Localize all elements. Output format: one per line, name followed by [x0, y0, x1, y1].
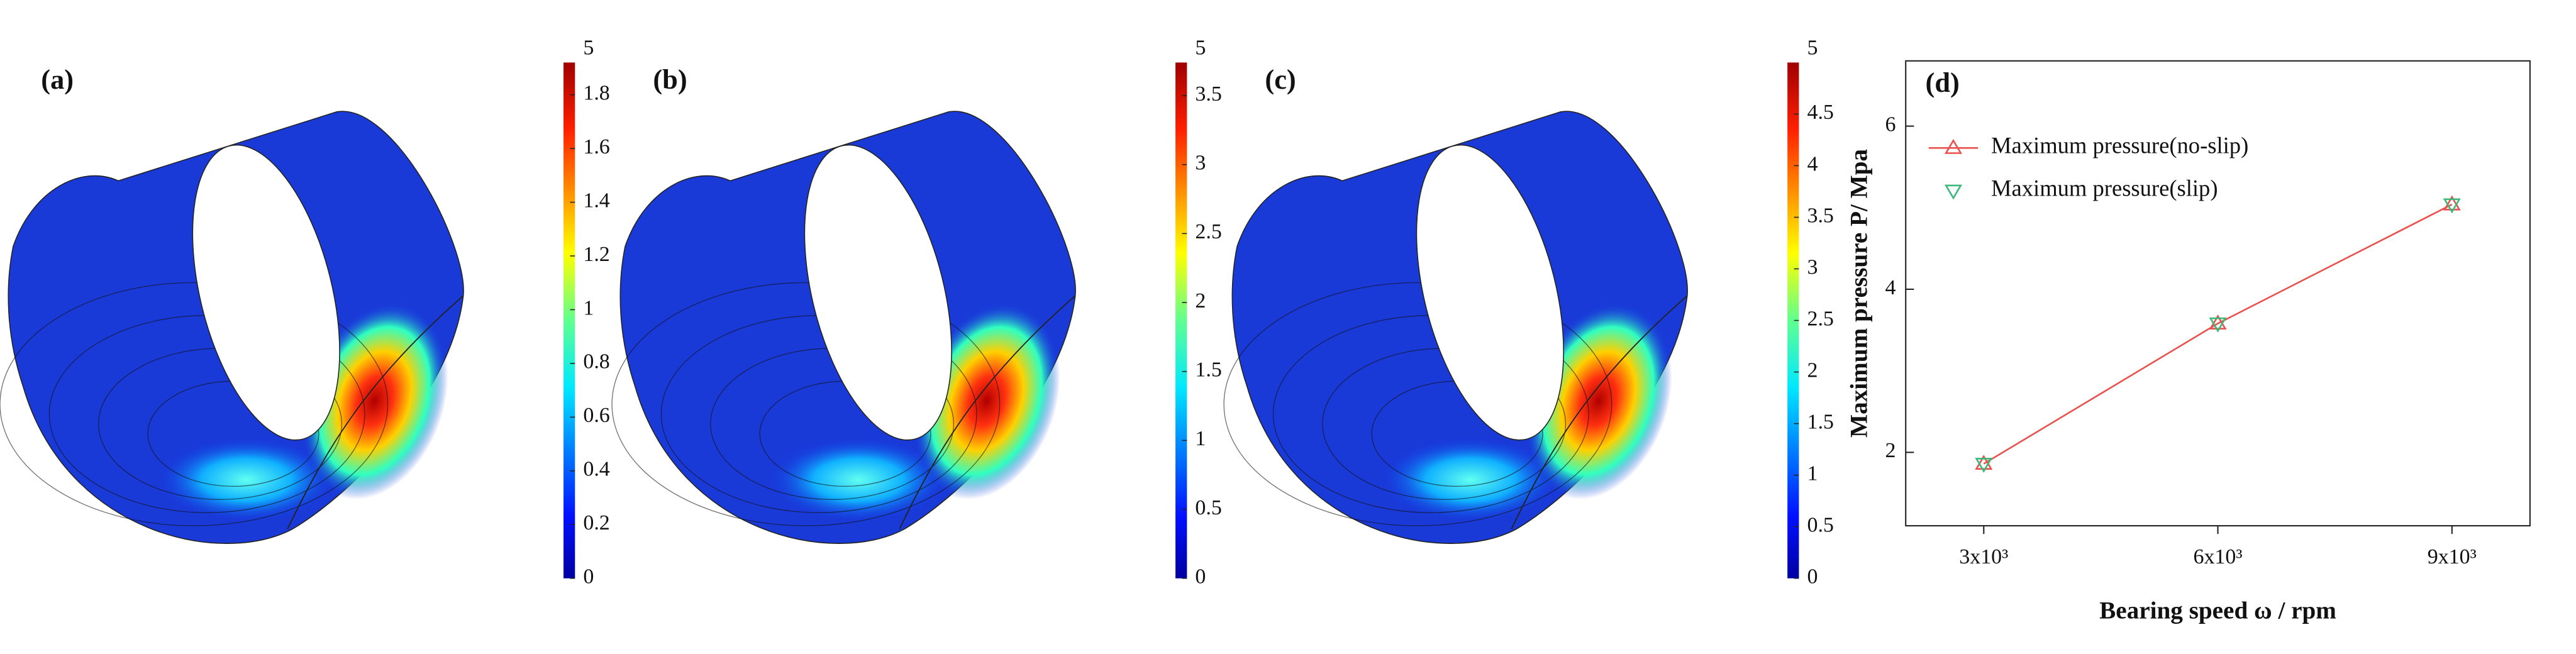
y-tick-label: 4 [1885, 276, 1896, 299]
colorbar-tick-label: 0 [1807, 565, 1818, 588]
legend-marker [1944, 138, 1962, 154]
y-tick-label: 6 [1885, 113, 1896, 136]
legend-label: Maximum pressure(slip) [1991, 175, 2218, 201]
y-tick-label: 2 [1885, 439, 1896, 462]
colorbar-tick-label: 3.5 [1195, 82, 1221, 106]
series-line [1983, 203, 2453, 465]
panel-label: (a) [41, 64, 74, 95]
data-point [1975, 455, 1993, 470]
contour-line [0, 282, 389, 526]
colorbar-tick-label: 0 [583, 565, 594, 588]
colorbar-tick-label: 1 [1807, 462, 1818, 485]
cylinder-edge [1511, 295, 1688, 529]
y-axis-label: Maximum pressure P/ Mpa [1846, 149, 1873, 438]
bore-opening [804, 144, 952, 441]
data-point [2209, 317, 2227, 333]
bore-opening [192, 144, 340, 441]
plot-frame [1905, 60, 2531, 527]
colorbar-tick-label: 0.5 [1195, 496, 1221, 519]
colorbar [1787, 62, 1799, 579]
legend-label: Maximum pressure(no-slip) [1991, 133, 2248, 158]
colorbar-tick-label: 1.4 [583, 189, 609, 212]
cylinder-edge [287, 295, 464, 529]
colorbar-tick-label: 3 [1195, 152, 1206, 175]
data-point [2443, 195, 2461, 211]
colorbar-tick-label: 2 [1195, 289, 1206, 313]
cool-zone [768, 437, 949, 523]
cylinder [0, 111, 464, 544]
panel-label: (b) [653, 64, 687, 95]
colorbar [564, 62, 575, 579]
data-point [2443, 198, 2461, 214]
cool-zone [1380, 437, 1561, 523]
colorbar-tick-label: 0 [1195, 565, 1206, 588]
colorbar-max-label: 5 [1807, 36, 1818, 59]
x-tick-label: 3x10³ [1959, 545, 2008, 568]
colorbar-tick-label: 4 [1807, 152, 1818, 175]
colorbar-tick-label: 0.5 [1807, 513, 1833, 536]
colorbar-tick-label: 1.8 [583, 81, 609, 104]
colorbar-tick-label: 0.8 [583, 350, 609, 374]
colorbar-tick-label: 3.5 [1807, 204, 1833, 227]
panel-label: (d) [1926, 67, 1960, 98]
colorbar-tick-label: 1.5 [1807, 410, 1833, 433]
colorbar-tick-label: 2 [1807, 358, 1818, 382]
colorbar-tick-label: 0.6 [583, 404, 609, 427]
legend-marker [1944, 184, 1962, 200]
contour-line [1223, 282, 1613, 526]
contour-line [611, 282, 1001, 526]
data-point [1975, 457, 1993, 473]
x-tick-label: 6x10³ [2193, 545, 2242, 568]
colorbar-tick-label: 4.5 [1807, 101, 1833, 124]
colorbar-tick-label: 2.5 [1807, 307, 1833, 330]
cylinder [611, 111, 1076, 544]
bore-opening [1416, 144, 1564, 441]
colorbar-tick-label: 0.4 [583, 458, 609, 481]
colorbar-tick-label: 1 [583, 296, 594, 319]
colorbar-tick-label: 0.2 [583, 511, 609, 535]
colorbar-tick-label: 1.6 [583, 135, 609, 158]
colorbar [1175, 62, 1187, 579]
x-axis-label: Bearing speed ω / rpm [2099, 597, 2336, 624]
colorbar-tick-label: 1.2 [583, 243, 609, 266]
data-point [2209, 314, 2227, 330]
colorbar-tick-label: 3 [1807, 255, 1818, 279]
colorbar-max-label: 5 [583, 36, 594, 59]
cylinder [1223, 111, 1688, 544]
colorbar-tick-label: 1 [1195, 427, 1206, 450]
colorbar-max-label: 5 [1195, 36, 1206, 59]
cylinder-edge [899, 295, 1076, 529]
colorbar-tick-label: 2.5 [1195, 220, 1221, 243]
colorbar-tick-label: 1.5 [1195, 358, 1221, 381]
panel-label: (c) [1265, 64, 1296, 95]
x-tick-label: 9x10³ [2428, 545, 2477, 568]
cool-zone [156, 437, 337, 523]
